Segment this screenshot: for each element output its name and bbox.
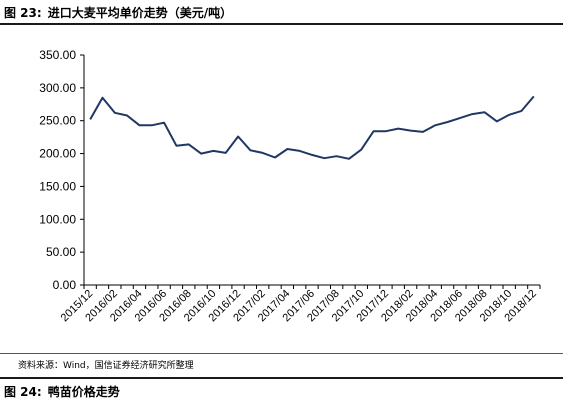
y-tick-label: 0.00 [53, 278, 77, 292]
y-tick-label: 300.00 [39, 81, 76, 95]
y-tick-label: 150.00 [39, 179, 76, 193]
bottom-rule [0, 377, 563, 379]
series-line [89, 95, 535, 160]
y-tick-label: 50.00 [46, 245, 76, 259]
next-figure-title: 图 24: 鸭苗价格走势 [4, 383, 120, 400]
next-figure-number: 图 24: [4, 385, 42, 399]
source-rule [0, 353, 563, 354]
next-figure-title-text: 鸭苗价格走势 [47, 385, 120, 399]
figure-title-text: 进口大麦平均单价走势（美元/吨） [47, 6, 233, 20]
y-tick-label: 250.00 [39, 114, 76, 128]
figure-title: 图 23: 进口大麦平均单价走势（美元/吨） [4, 4, 232, 21]
figure-number: 图 23: [4, 6, 42, 20]
top-rule [0, 23, 563, 25]
y-tick-label: 100.00 [39, 212, 76, 226]
y-tick-label: 200.00 [39, 147, 76, 161]
line-chart: 0.00 50.00 100.00 150.00 200.00 250.00 300.00 3… [39, 48, 541, 324]
y-tick-label: 350.00 [39, 48, 76, 62]
source-note: 资料来源：Wind，国信证券经济研究所整理 [18, 361, 194, 371]
